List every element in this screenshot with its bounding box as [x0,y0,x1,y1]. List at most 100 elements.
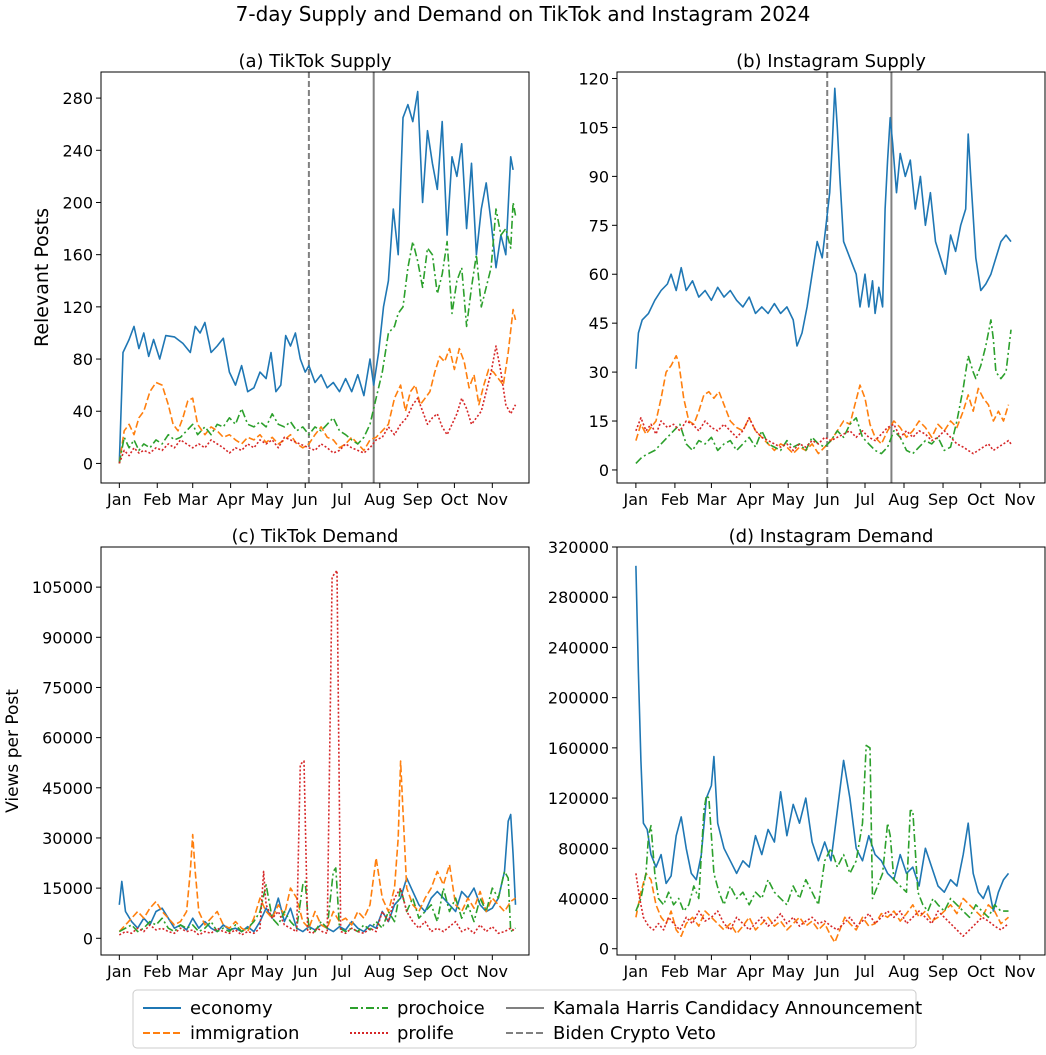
x-tick-label: Jan [623,962,649,981]
series-line-prolife [118,569,516,936]
y-tick-label: 60 [589,265,609,284]
x-tick-label: Mar [178,490,209,509]
series-line-prochoice [118,867,516,933]
y-tick-label: 320000 [548,538,609,557]
x-tick-label: May [772,962,805,981]
panel-a: (a) TikTok Supply Relevant Posts Jan Feb Mar… [31,51,530,509]
legend-label-prochoice: prochoice [397,998,485,1019]
plot-frame [616,546,1046,956]
series-line-prolife [118,345,517,464]
x-tick-label: Jul [854,962,874,981]
y-tick-label: 15000 [42,879,93,898]
series-line-prochoice [635,319,1012,464]
x-tick-label: Nov [1004,490,1035,509]
y-tick-label: 80000 [558,839,609,858]
plot-frame [616,71,1046,484]
x-tick-label: Nov [477,962,508,981]
x-tick-label: Apr [737,490,765,509]
legend-label-harris: Kamala Harris Candidacy Announcement [553,998,922,1019]
x-tick-label: Jun [292,962,318,981]
x-tick-label: Apr [737,962,765,981]
y-tick-label: 30 [589,363,609,382]
panel-title: (b) Instagram Supply [736,51,926,72]
x-tick-label: Oct [441,962,469,981]
y-tick-label: 0 [83,929,93,948]
x-tick-label: Aug [888,962,919,981]
legend-box [132,989,917,1049]
x-tick-label: May [772,490,805,509]
legend: economy immigration prochoice prolife Kamala… [132,989,922,1049]
series-line-prochoice [635,744,1009,919]
y-tick-label: 0 [83,454,93,473]
x-tick-label: Jul [331,962,351,981]
panel-title: (c) TikTok Demand [232,526,399,547]
x-tick-label: Feb [143,962,171,981]
x-tick-label: Oct [967,490,995,509]
y-tick-label: 90 [589,167,609,186]
y-tick-label: 120 [578,70,609,89]
y-tick-label: 0 [599,940,609,959]
y-tick-label: 200 [62,193,93,212]
y-tick-label: 75 [589,216,609,235]
y-tick-label: 160000 [548,739,609,758]
panel-title: (d) Instagram Demand [729,526,934,547]
figure-title: 7-day Supply and Demand on TikTok and In… [236,2,811,26]
y-tick-label: 120000 [548,789,609,808]
y-tick-label: 105 [578,118,609,137]
y-tick-label: 0 [599,461,609,480]
y-tick-label: 240 [62,141,93,160]
y-tick-label: 15 [589,412,609,431]
x-tick-label: Sep [928,490,958,509]
y-tick-label: 280 [62,89,93,108]
panel-d: (d) Instagram Demand Jan Feb Mar Apr May Jun Ju… [548,526,1046,981]
x-tick-label: Aug [364,490,395,509]
x-tick-label: Jan [623,490,649,509]
x-tick-label: Oct [967,962,995,981]
series-line-economy [635,565,1010,912]
y-axis-label: Views per Post [3,689,23,813]
x-tick-label: Sep [403,962,433,981]
plot-frame [100,71,530,484]
x-tick-label: Jun [814,962,840,981]
x-tick-label: Feb [661,962,689,981]
series-line-economy [118,90,514,464]
panel-b: (b) Instagram Supply Jan Feb Mar Apr May Jun Ju… [578,51,1046,509]
y-tick-label: 40 [73,402,93,421]
legend-label-immigration: immigration [190,1023,299,1044]
x-tick-label: Oct [441,490,469,509]
series-group [635,565,1010,944]
y-tick-label: 200000 [548,689,609,708]
panel-c: (c) TikTok Demand Views per Post Jan Feb Mar… [3,526,530,981]
y-tick-label: 160 [62,246,93,265]
x-tick-label: Feb [143,490,171,509]
series-group [118,90,517,464]
x-tick-label: May [251,962,284,981]
series-line-immigration [118,760,516,933]
series-group [635,87,1012,464]
plot-frame [100,546,530,956]
y-tick-label: 90000 [42,628,93,647]
series-line-economy [118,813,517,933]
y-tick-label: 30000 [42,829,93,848]
y-tick-label: 80 [73,350,93,369]
y-tick-label: 280000 [548,588,609,607]
y-tick-label: 105000 [32,578,93,597]
y-tick-label: 120 [62,298,93,317]
series-line-prolife [635,417,1012,455]
x-tick-label: Jul [331,490,351,509]
x-tick-label: Jun [814,490,840,509]
x-tick-label: Jun [292,490,318,509]
series-line-immigration [635,355,1010,455]
x-tick-label: Sep [928,962,958,981]
panel-title: (a) TikTok Supply [238,51,391,72]
x-tick-label: Apr [217,962,245,981]
x-tick-label: Jul [854,490,874,509]
series-line-economy [635,87,1012,369]
legend-label-economy: economy [190,998,273,1019]
y-tick-label: 240000 [548,638,609,657]
y-tick-label: 45000 [42,779,93,798]
series-group [118,569,517,936]
y-tick-label: 40000 [558,890,609,909]
x-tick-label: Jan [106,490,132,509]
